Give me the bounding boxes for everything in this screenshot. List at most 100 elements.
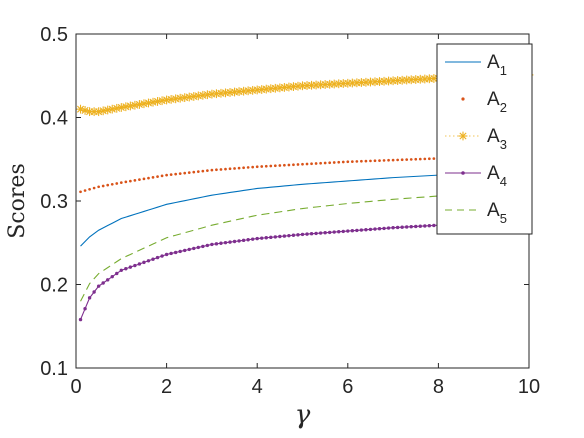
legend-swatch-dot bbox=[461, 97, 465, 101]
series-point-a3 bbox=[193, 91, 203, 101]
series-point-a4 bbox=[160, 254, 164, 258]
series-point-a2 bbox=[242, 166, 245, 170]
series-point-a4 bbox=[110, 274, 114, 279]
series-point-a4 bbox=[364, 228, 368, 232]
series-point-a2 bbox=[169, 173, 173, 176]
series-point-a2 bbox=[219, 168, 223, 171]
series-point-a4 bbox=[142, 260, 146, 265]
series-point-a2 bbox=[355, 160, 359, 163]
series-point-a2 bbox=[215, 168, 218, 172]
series-point-a4 bbox=[291, 233, 296, 237]
series-point-a3 bbox=[180, 93, 190, 103]
series-point-a4 bbox=[146, 259, 151, 263]
series-point-a2 bbox=[387, 158, 390, 162]
x-tick-label: 8 bbox=[433, 376, 444, 398]
series-point-a2 bbox=[196, 170, 200, 173]
series-point-a2 bbox=[310, 162, 313, 166]
series-point-a4 bbox=[237, 239, 241, 243]
series-point-a2 bbox=[97, 185, 100, 189]
series-point-a2 bbox=[192, 170, 196, 174]
legend-swatch-dot bbox=[461, 171, 465, 175]
series-point-a4 bbox=[386, 226, 391, 230]
series-point-a4 bbox=[404, 225, 409, 229]
series-point-a4 bbox=[178, 249, 182, 254]
series-point-a2 bbox=[409, 158, 413, 161]
series-point-a4 bbox=[137, 262, 142, 266]
series-point-a4 bbox=[192, 246, 196, 251]
series-point-a2 bbox=[110, 182, 114, 186]
legend-label-subscript: 2 bbox=[500, 100, 507, 115]
series-point-a2 bbox=[305, 162, 309, 166]
series-point-a3 bbox=[189, 92, 199, 101]
series-point-a4 bbox=[106, 278, 110, 282]
series-point-a4 bbox=[296, 233, 300, 237]
series-point-a2 bbox=[138, 178, 141, 181]
series-point-a3 bbox=[157, 96, 167, 106]
series-point-a2 bbox=[328, 161, 332, 165]
series-point-a4 bbox=[115, 271, 119, 276]
series-point-a2 bbox=[260, 165, 264, 168]
series-point-a4 bbox=[128, 265, 133, 269]
series-point-a2 bbox=[174, 172, 178, 176]
series-point-a2 bbox=[237, 166, 241, 170]
series-point-a4 bbox=[273, 235, 278, 239]
series-point-a2 bbox=[201, 169, 205, 173]
series-point-a4 bbox=[409, 225, 413, 229]
series-point-a2 bbox=[373, 159, 377, 163]
series-point-a2 bbox=[400, 158, 404, 162]
legend-label-subscript: 5 bbox=[500, 211, 507, 226]
y-axis-label: Scores bbox=[5, 163, 30, 238]
series-point-a4 bbox=[432, 223, 436, 228]
series-point-a2 bbox=[296, 163, 300, 166]
series-point-a2 bbox=[341, 160, 345, 164]
y-tick-label: 0.1 bbox=[40, 358, 68, 380]
series-point-a2 bbox=[432, 157, 436, 160]
series-point-a4 bbox=[346, 229, 350, 233]
series-point-a4 bbox=[173, 250, 178, 255]
series-point-a2 bbox=[292, 163, 295, 167]
series-point-a2 bbox=[278, 164, 282, 167]
series-point-a2 bbox=[106, 183, 110, 187]
series-point-a4 bbox=[228, 240, 232, 244]
series-point-a2 bbox=[246, 166, 250, 169]
series-point-a2 bbox=[183, 171, 187, 175]
x-tick-label: 0 bbox=[70, 376, 81, 398]
y-tick-label: 0.2 bbox=[40, 275, 68, 297]
series-point-a4 bbox=[214, 242, 219, 246]
series-point-a2 bbox=[287, 163, 291, 167]
series-point-a2 bbox=[405, 158, 409, 161]
series-point-a2 bbox=[323, 161, 327, 165]
series-point-a2 bbox=[423, 157, 427, 161]
series-point-a2 bbox=[301, 162, 304, 166]
series-point-a2 bbox=[332, 161, 336, 164]
y-tick-label: 0.3 bbox=[40, 191, 68, 213]
series-point-a2 bbox=[206, 169, 209, 172]
series-point-a4 bbox=[341, 229, 345, 234]
series-point-a2 bbox=[101, 184, 105, 188]
series-point-a2 bbox=[160, 174, 164, 178]
series-point-a4 bbox=[377, 227, 382, 231]
series-point-a4 bbox=[169, 251, 173, 256]
series-point-a4 bbox=[355, 228, 359, 233]
series-point-a3 bbox=[162, 95, 171, 105]
series-point-a2 bbox=[255, 165, 259, 169]
series-point-a4 bbox=[305, 232, 309, 236]
series-point-a4 bbox=[359, 228, 364, 232]
x-axis-label: γ bbox=[295, 400, 311, 430]
series-point-a2 bbox=[251, 165, 255, 169]
series-point-a3 bbox=[202, 90, 212, 100]
series-point-a4 bbox=[427, 224, 432, 228]
series-point-a2 bbox=[129, 179, 132, 183]
series-point-a2 bbox=[115, 182, 119, 185]
series-point-a2 bbox=[360, 159, 363, 163]
series-point-a3 bbox=[116, 103, 126, 112]
series-point-a2 bbox=[364, 159, 368, 163]
series-point-a4 bbox=[250, 237, 255, 241]
series-point-a2 bbox=[391, 158, 395, 162]
series-point-a2 bbox=[396, 158, 399, 162]
series-point-a3 bbox=[125, 101, 135, 111]
x-tick-label: 4 bbox=[252, 376, 263, 398]
series-point-a2 bbox=[79, 190, 82, 194]
series-point-a2 bbox=[156, 175, 159, 178]
